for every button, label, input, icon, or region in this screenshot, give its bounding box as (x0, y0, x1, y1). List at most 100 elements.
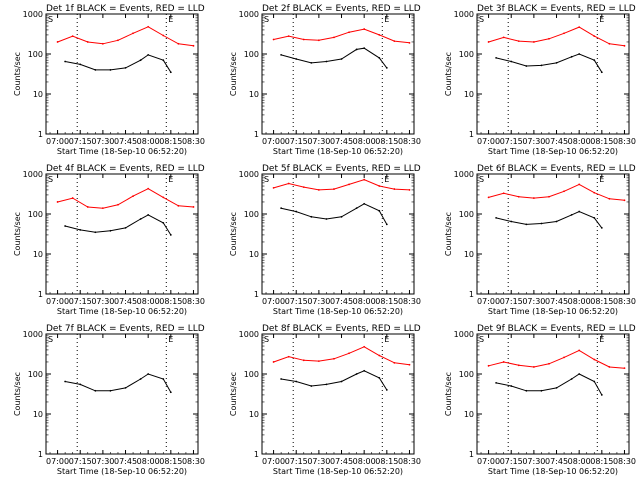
y-tick-label: 1000 (23, 10, 43, 19)
data-point (64, 380, 67, 383)
y-tick-label: 1 (469, 290, 474, 299)
x-tick-label: 07:15 (500, 457, 523, 466)
plot-frame (45, 13, 199, 135)
data-point (487, 196, 490, 199)
series-line (281, 370, 388, 391)
x-tick-label: 08:15 (159, 297, 182, 306)
end-marker-label: E (168, 335, 173, 344)
data-point (517, 195, 520, 198)
data-point (593, 191, 596, 194)
x-tick-label: 08:00 (353, 297, 376, 306)
plot-frame (261, 333, 415, 455)
data-point (169, 71, 172, 74)
data-point (555, 386, 558, 389)
x-tick-label: 07:00 (46, 297, 69, 306)
x-tick-label: 07:45 (330, 137, 353, 146)
x-axis-label: Start Time (18-Sep-10 06:52:20) (57, 467, 187, 476)
data-point (378, 376, 381, 379)
data-point (192, 206, 195, 208)
data-point (302, 359, 305, 362)
data-point (139, 218, 142, 220)
start-marker-label: S (264, 335, 269, 344)
data-point (139, 59, 142, 62)
data-point (162, 196, 165, 199)
x-tick-label: 07:15 (500, 297, 523, 306)
data-point (287, 182, 290, 185)
x-axis-label: Start Time (18-Sep-10 06:52:20) (488, 147, 618, 156)
y-tick-label: 10 (464, 90, 474, 99)
data-point (393, 361, 396, 364)
data-point (510, 60, 513, 63)
x-tick-label: 08:30 (613, 457, 636, 466)
y-tick-label: 10 (33, 250, 43, 259)
x-tick-label: 07:45 (545, 137, 568, 146)
x-tick-label: 08:30 (398, 137, 421, 146)
data-point (593, 216, 596, 219)
start-marker-label: S (479, 15, 484, 24)
x-tick-label: 07:45 (114, 297, 137, 306)
data-point (147, 53, 150, 56)
data-point (280, 53, 283, 56)
panel-title: Det 6f BLACK = Events, RED = LLD (477, 164, 636, 174)
end-marker-label: E (384, 15, 389, 24)
data-point (532, 197, 535, 199)
data-point (540, 64, 543, 67)
x-tick-label: 07:45 (545, 457, 568, 466)
data-point (363, 345, 366, 348)
data-point (578, 373, 581, 375)
data-point (340, 215, 343, 218)
y-tick-label: 10 (249, 410, 259, 419)
data-point (363, 178, 366, 181)
data-point (109, 389, 112, 392)
series-events (495, 53, 603, 74)
series-lld (56, 25, 195, 47)
y-tick-label: 1000 (239, 330, 259, 339)
y-tick-label: 1000 (239, 170, 259, 179)
data-point (325, 383, 328, 386)
data-point (593, 59, 596, 62)
data-point (563, 32, 565, 35)
data-point (378, 56, 381, 59)
plot-frame (476, 333, 630, 455)
y-tick-label: 100 (459, 370, 474, 379)
data-point (317, 39, 320, 42)
data-point (510, 385, 513, 387)
series-line (495, 211, 603, 229)
y-axis-label: Counts/sec (13, 372, 22, 416)
x-tick-label: 07:00 (46, 457, 69, 466)
x-tick-label: 08:15 (590, 137, 613, 146)
x-axis-label: Start Time (18-Sep-10 06:52:20) (273, 467, 403, 476)
data-point (86, 41, 89, 43)
y-tick-label: 1000 (454, 10, 474, 19)
data-point (295, 58, 298, 60)
data-point (363, 47, 366, 50)
data-point (333, 357, 335, 360)
data-point (317, 360, 320, 363)
data-point (393, 188, 396, 190)
y-tick-label: 10 (249, 90, 259, 99)
series-line (495, 373, 603, 396)
x-tick-label: 07:30 (522, 457, 545, 466)
data-point (563, 356, 565, 359)
x-tick-label: 07:00 (477, 137, 500, 146)
y-axis-label: Counts/sec (13, 212, 22, 256)
y-tick-label: 1 (254, 450, 259, 459)
y-tick-label: 10 (33, 90, 43, 99)
data-point (578, 53, 581, 55)
y-tick-label: 1 (254, 130, 259, 139)
series-lld (272, 28, 411, 44)
x-tick-label: 08:30 (182, 137, 205, 146)
data-point (177, 204, 180, 207)
series-lld (272, 345, 411, 366)
x-tick-label: 07:00 (262, 457, 285, 466)
x-tick-label: 07:15 (285, 297, 308, 306)
end-marker-label: E (384, 175, 389, 184)
series-line (273, 346, 410, 366)
x-tick-label: 07:00 (262, 137, 285, 146)
data-point (94, 231, 97, 234)
data-point (570, 55, 573, 58)
start-marker-label: S (48, 175, 53, 184)
